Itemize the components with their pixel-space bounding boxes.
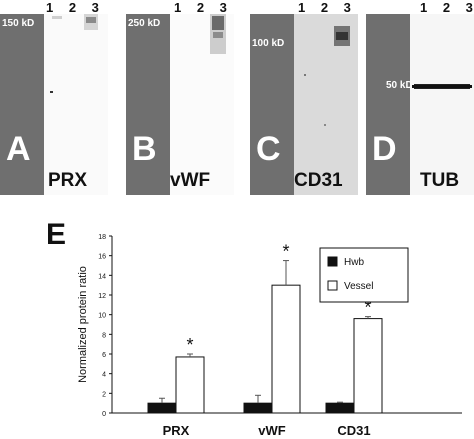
significance-marker: *	[364, 298, 371, 318]
y-tick-label: 10	[98, 313, 106, 320]
panel-letter: D	[372, 130, 397, 168]
kd-marker-label: 50 kD	[386, 80, 413, 91]
panel-letter: E	[46, 218, 66, 251]
panel-letter: C	[256, 130, 281, 168]
lane-numbers: 1 2 3	[46, 0, 105, 15]
blot-marker-strip	[250, 14, 294, 195]
panel-name: TUB	[420, 170, 460, 191]
kd-marker-label: 250 kD	[128, 18, 161, 29]
significance-marker: *	[186, 335, 193, 355]
blot-panel-c: 100 kD C 1 2 3 CD31	[250, 0, 358, 195]
bar-hwb-prx	[147, 402, 177, 414]
blot-image	[294, 14, 358, 195]
blot-marker-strip	[126, 14, 170, 195]
blot-image	[44, 14, 108, 195]
panel-letter: B	[132, 130, 157, 168]
blot-image	[410, 14, 474, 195]
legend-label: Vessel	[344, 281, 373, 292]
y-tick-label: 8	[102, 332, 106, 339]
y-tick-label: 14	[98, 273, 106, 280]
x-category-label: PRX	[163, 423, 190, 438]
bar-vessel-prx	[175, 356, 205, 414]
bar-chart: E Normalized protein ratio 0 2 4 6 8 10 12 14 16…	[46, 218, 462, 438]
y-tick-label: 2	[102, 391, 106, 398]
y-tick-label: 18	[98, 234, 106, 241]
blot-marker-strip	[0, 14, 44, 195]
bar-hwb-cd31	[325, 402, 355, 414]
legend-label: Hwb	[344, 257, 364, 268]
y-axis-label: Normalized protein ratio	[77, 266, 89, 383]
y-tick-label: 12	[98, 293, 106, 300]
legend-swatch	[327, 256, 338, 267]
y-tick-label: 6	[102, 352, 106, 359]
x-category-label: CD31	[337, 423, 370, 438]
legend-swatch	[327, 280, 338, 291]
lane-numbers: 1 2 3	[298, 0, 357, 15]
kd-marker-label: 100 kD	[252, 38, 285, 49]
blot-marker-strip	[366, 14, 410, 195]
blot-image	[170, 14, 234, 195]
blot-panel-a: 150 kD A 1 2 3 PRX	[0, 0, 108, 195]
panel-name: CD31	[294, 170, 343, 191]
y-tick-label: 16	[98, 254, 106, 261]
blot-panel-d: 50 kD D 1 2 3 TUB	[366, 0, 474, 195]
y-tick-label: 4	[102, 372, 106, 379]
panel-name: PRX	[48, 170, 88, 191]
bar-vessel-cd31	[353, 318, 383, 414]
kd-marker-label: 150 kD	[2, 18, 35, 29]
y-tick-label: 0	[102, 411, 106, 418]
bar-vessel-vwf	[271, 284, 301, 414]
bar-hwb-vwf	[243, 402, 273, 414]
significance-marker: *	[282, 242, 289, 262]
panel-letter: A	[6, 130, 31, 168]
panel-name: vWF	[170, 170, 211, 191]
lane-numbers: 1 2 3	[420, 0, 474, 15]
lane-numbers: 1 2 3	[174, 0, 233, 15]
blot-panel-b: 250 kD B 1 2 3 vWF	[126, 0, 234, 195]
x-category-label: vWF	[258, 423, 286, 438]
